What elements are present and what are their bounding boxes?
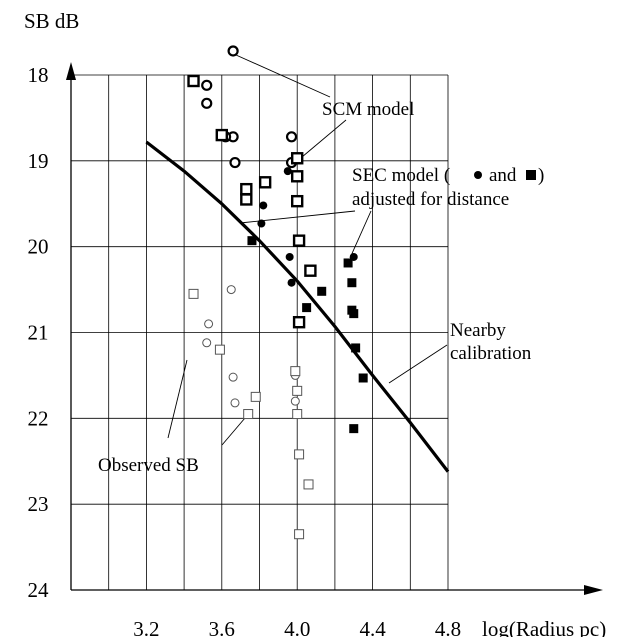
scm-model-square-point — [292, 153, 302, 163]
annotation-nearby-line2: calibration — [450, 343, 532, 364]
sec-model-square-point — [359, 373, 368, 382]
annotation-scm-model: SCM model — [322, 99, 414, 120]
annotation-sec-model-line1a: SEC model ( — [352, 165, 450, 186]
scm-model-square-point — [260, 177, 270, 187]
annotation-nearby-line1: Nearby — [450, 320, 506, 341]
observed-sb-square-point — [291, 367, 300, 376]
observed-sb-circle-point — [205, 320, 213, 328]
scm-model-circle-point — [202, 99, 211, 108]
observed-sb-square-point — [215, 345, 224, 354]
leader-observed-2 — [222, 418, 245, 445]
scm-model-square-point — [292, 196, 302, 206]
sec-model-square-point — [349, 309, 358, 318]
x-axis-arrow — [584, 585, 603, 595]
observed-sb-square-point — [293, 410, 302, 419]
scm-model-square-point — [241, 194, 251, 204]
observed-sb-square-point — [189, 289, 198, 298]
observed-sb-circle-point — [229, 373, 237, 381]
x-axis-title: log(Radius pc) — [482, 617, 606, 637]
leader-sec-2 — [350, 211, 371, 258]
scm-model-circle-point — [287, 132, 296, 141]
scm-model-circle-point — [202, 81, 211, 90]
annotation-sec-model-and: and — [489, 165, 517, 186]
annotation-observed-sb: Observed SB — [98, 455, 199, 476]
x-tick-label: 4.4 — [359, 617, 386, 637]
y-tick-label: 23 — [28, 492, 49, 516]
scm-model-square-point — [294, 317, 304, 327]
observed-sb-square-point — [244, 410, 253, 419]
y-tick-label: 24 — [28, 578, 50, 602]
observed-sb-square-point — [304, 480, 313, 489]
sec-model-square-point — [344, 258, 353, 267]
sec-model-circle-point — [288, 279, 296, 287]
x-tick-label: 4.0 — [284, 617, 310, 637]
observed-sb-circle-point — [291, 397, 299, 405]
x-tick-label: 4.8 — [435, 617, 461, 637]
scm-model-square-point — [294, 236, 304, 246]
leader-nearby — [389, 345, 447, 383]
sec-model-square-point — [247, 236, 256, 245]
sec-model-square-point — [347, 278, 356, 287]
ticks: 3.2 3.6 4.0 4.4 4.8 18 19 20 21 22 23 24 — [28, 63, 462, 637]
observed-sb-circle-point — [227, 286, 235, 294]
observed-sb-square-point — [295, 530, 304, 539]
observed-sb-circle-point — [203, 339, 211, 347]
observed-sb-square-point — [293, 386, 302, 395]
annotation-sec-model-line2: adjusted for distance — [352, 189, 509, 210]
x-tick-label: 3.6 — [209, 617, 235, 637]
scm-model-circle-point — [230, 158, 239, 167]
observed-sb-circle-point — [231, 399, 239, 407]
sec-model-circle-point — [259, 201, 267, 209]
observed-sb-square-point — [295, 450, 304, 459]
y-tick-label: 20 — [28, 235, 49, 259]
annotation-sec-filled-circle-icon — [474, 171, 482, 179]
y-tick-label: 21 — [28, 321, 49, 345]
scm-model-square-point — [292, 171, 302, 181]
scm-model-square-point — [305, 266, 315, 276]
observed-sb-square-point — [251, 392, 260, 401]
annotation-sec-filled-square-icon — [526, 170, 536, 180]
sec-model-square-point — [302, 303, 311, 312]
y-axis-title: SB dB — [24, 9, 79, 33]
sec-model-square-point — [351, 343, 360, 352]
sec-model-circle-point — [284, 167, 292, 175]
y-tick-label: 19 — [28, 149, 49, 173]
grid — [71, 75, 448, 590]
leader-scm-2 — [302, 120, 346, 157]
leader-scm — [236, 55, 330, 97]
y-tick-label: 18 — [28, 63, 49, 87]
sec-model-square-point — [317, 287, 326, 296]
x-tick-label: 3.2 — [133, 617, 159, 637]
scm-model-square-point — [217, 130, 227, 140]
sec-model-circle-point — [257, 219, 265, 227]
y-tick-label: 22 — [28, 406, 49, 430]
scm-model-circle-point — [229, 46, 238, 55]
y-axis-arrow — [66, 62, 76, 80]
scm-model-square-point — [189, 76, 199, 86]
data-points — [189, 46, 368, 538]
scm-model-square-point — [241, 184, 251, 194]
annotation-sec-model-close: ) — [538, 165, 544, 186]
sec-model-square-point — [349, 424, 358, 433]
sec-model-circle-point — [286, 253, 294, 261]
